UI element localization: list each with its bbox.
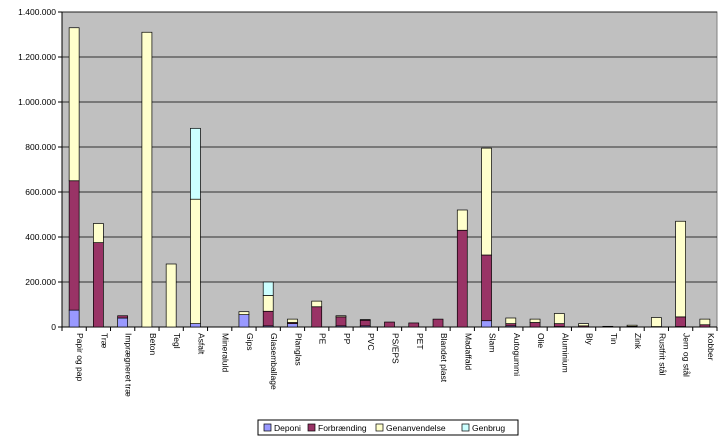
bar-segment	[93, 242, 104, 328]
bar-segment	[190, 323, 201, 328]
x-tick-label: Mineraluld	[221, 333, 231, 372]
x-tick-label: Blandet plast	[439, 333, 449, 383]
bar-segment	[699, 318, 711, 326]
x-tick-label: Glasemballage	[269, 333, 279, 390]
x-tick-label: PET	[415, 333, 425, 350]
x-tick-label: Tin	[609, 333, 619, 345]
bar-segment	[238, 314, 250, 328]
bar-segment	[262, 281, 274, 296]
legend	[257, 419, 519, 436]
bar-segment	[456, 209, 468, 231]
bar-segment	[335, 315, 347, 318]
x-tick-label: Bly	[585, 333, 595, 346]
y-tick-label: 800.000	[25, 142, 56, 152]
y-tick-label: 400.000	[25, 232, 56, 242]
bar-segment	[287, 323, 298, 328]
legend-label: Deponi	[274, 423, 301, 433]
bar-segment	[68, 180, 80, 311]
x-tick-label: Beton	[148, 333, 158, 355]
bar-segment	[287, 318, 298, 323]
bar-segment	[311, 306, 323, 328]
x-tick-label: PP	[342, 333, 352, 345]
bar-segment	[68, 309, 80, 328]
x-tick-label: Zink	[633, 333, 643, 350]
legend-swatch	[263, 423, 272, 432]
x-tick-label: Imprægneret træ	[124, 333, 134, 397]
bar-segment	[481, 147, 492, 256]
x-tick-label: Planglas	[293, 333, 303, 366]
bar-segment	[675, 220, 686, 318]
bar-segment	[529, 318, 541, 323]
bar-segment	[553, 323, 565, 327]
bar-segment	[165, 263, 177, 328]
y-tick-label: 200.000	[25, 277, 56, 287]
bar-segment	[529, 322, 541, 328]
legend-label: Forbrænding	[318, 423, 367, 433]
x-tick-label: Træ	[99, 333, 109, 349]
bar-segment	[675, 316, 686, 327]
bar-segment	[481, 254, 492, 322]
bar-segment	[408, 322, 420, 328]
bar-segment	[262, 295, 274, 312]
legend-swatch	[307, 423, 316, 432]
y-tick-label: 600.000	[25, 187, 56, 197]
bar-segment	[262, 310, 274, 327]
x-tick-label: Aluminium	[560, 333, 570, 373]
bar-segment	[626, 324, 638, 327]
x-tick-label: Papir og pap	[75, 333, 85, 381]
bar-segment	[190, 198, 201, 324]
x-tick-label: Kobber	[706, 333, 716, 361]
bar-segment	[117, 317, 128, 328]
x-tick-label: Asfalt	[196, 333, 206, 355]
plot-area	[61, 11, 718, 328]
bar-segment	[117, 315, 128, 319]
bar-segment	[432, 318, 444, 328]
x-tick-label: PVC	[366, 333, 376, 350]
legend-swatch	[375, 423, 384, 432]
x-tick-label: Slam	[488, 333, 498, 352]
bar-segment	[602, 325, 614, 328]
x-tick-label: Madaffald	[463, 333, 473, 370]
bar-segment	[505, 317, 517, 324]
bar-segment	[651, 317, 662, 327]
x-tick-label: PE	[318, 333, 328, 345]
bar-segment	[359, 319, 371, 327]
x-tick-label: Jern og stål	[682, 333, 692, 377]
bar-segment	[311, 300, 323, 308]
bar-segment	[553, 313, 565, 324]
bar-segment	[68, 27, 80, 182]
legend-swatch	[461, 423, 470, 432]
x-tick-label: Rustfrit stål	[657, 333, 667, 376]
x-tick-label: Tegl	[172, 333, 182, 349]
y-tick-label: 1.200.000	[18, 52, 56, 62]
bar-segment	[456, 229, 468, 328]
legend-label: Genanvendelse	[386, 423, 446, 433]
bar-segment	[359, 319, 371, 321]
y-tick-label: 0	[51, 322, 56, 332]
bar-segment	[238, 311, 250, 315]
bar-segment	[141, 31, 153, 328]
x-tick-label: Autogummi	[512, 333, 522, 376]
y-tick-label: 1.400.000	[18, 7, 56, 17]
bar-segment	[384, 321, 395, 328]
bar-segment	[190, 127, 201, 200]
bar-segment	[93, 223, 104, 243]
bar-segment	[578, 323, 589, 327]
legend-label: Genbrug	[472, 423, 505, 433]
bar-segment	[335, 316, 347, 327]
x-tick-label: Olie	[536, 333, 546, 348]
x-tick-label: PS/EPS	[391, 333, 401, 364]
x-tick-label: Gips	[245, 333, 255, 350]
y-tick-label: 1.000.000	[18, 97, 56, 107]
bar-segment	[481, 320, 492, 328]
